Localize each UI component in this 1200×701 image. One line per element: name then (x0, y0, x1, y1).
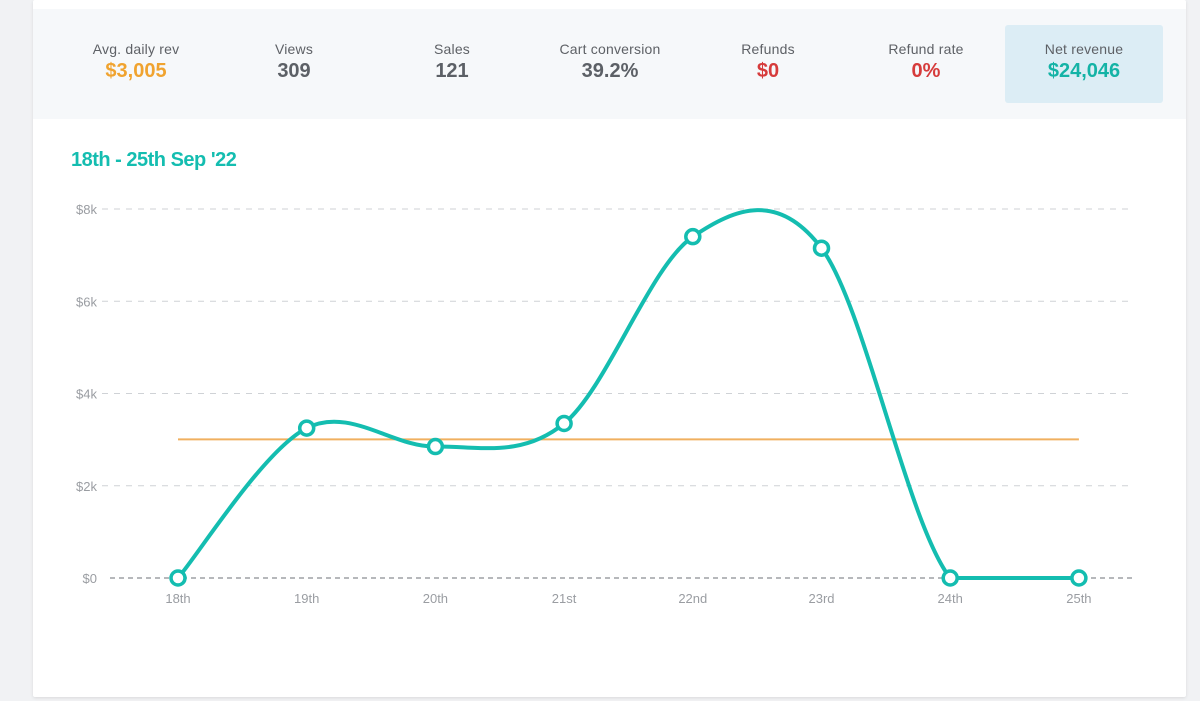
stat-views[interactable]: Views 309 (215, 25, 373, 103)
stat-label: Refunds (741, 41, 795, 57)
data-point (941, 569, 959, 587)
series-line (176, 208, 1081, 581)
y-tick-label: $4k (76, 387, 97, 402)
stat-value: $3,005 (105, 60, 167, 82)
stat-value: 39.2% (581, 60, 639, 82)
stat-label: Avg. daily rev (92, 41, 180, 57)
y-tick-label: $6k (76, 294, 97, 309)
data-point (812, 239, 831, 257)
y-tick-label: $8k (76, 202, 97, 217)
stat-label: Refund rate (888, 41, 964, 57)
stat-cart-conversion[interactable]: Cart conversion 39.2% (531, 25, 689, 103)
revenue-card: Avg. daily rev $3,005 Views 309 Sales 12… (33, 0, 1186, 697)
y-tick-label: $2k (76, 479, 97, 494)
data-point (684, 227, 702, 246)
x-tick-label: 22nd (678, 591, 707, 606)
stat-label: Cart conversion (559, 41, 661, 57)
stat-value: $0 (756, 60, 780, 82)
data-point (555, 414, 573, 433)
x-tick-label: 23rd (808, 591, 834, 606)
y-tick-label: $0 (83, 571, 97, 586)
stat-avg-daily-rev[interactable]: Avg. daily rev $3,005 (57, 25, 215, 103)
stat-label: Sales (433, 41, 471, 57)
stat-value: 121 (435, 60, 469, 82)
x-tick-label: 18th (165, 591, 190, 606)
stat-refund-rate[interactable]: Refund rate 0% (847, 25, 1005, 103)
data-point (297, 419, 316, 437)
stat-refunds[interactable]: Refunds $0 (689, 25, 847, 103)
stats-bar: Avg. daily rev $3,005 Views 309 Sales 12… (33, 9, 1186, 119)
stat-net-revenue[interactable]: Net revenue $24,046 (1005, 25, 1163, 103)
stat-value: 309 (277, 60, 311, 82)
stat-sales[interactable]: Sales 121 (373, 25, 531, 103)
x-tick-label: 24th (938, 591, 963, 606)
x-tick-label: 20th (423, 591, 448, 606)
data-point (426, 437, 445, 456)
x-tick-label: 25th (1066, 591, 1091, 606)
x-tick-label: 21st (552, 591, 577, 606)
stat-label: Views (274, 41, 314, 57)
x-tick-label: 19th (294, 591, 319, 606)
stat-value: 0% (911, 60, 941, 82)
data-point (169, 569, 187, 587)
data-point (1070, 569, 1088, 587)
stat-label: Net revenue (1044, 41, 1124, 57)
stat-value: $24,046 (1047, 60, 1121, 82)
chart-title: 18th - 25th Sep '22 (71, 149, 237, 171)
